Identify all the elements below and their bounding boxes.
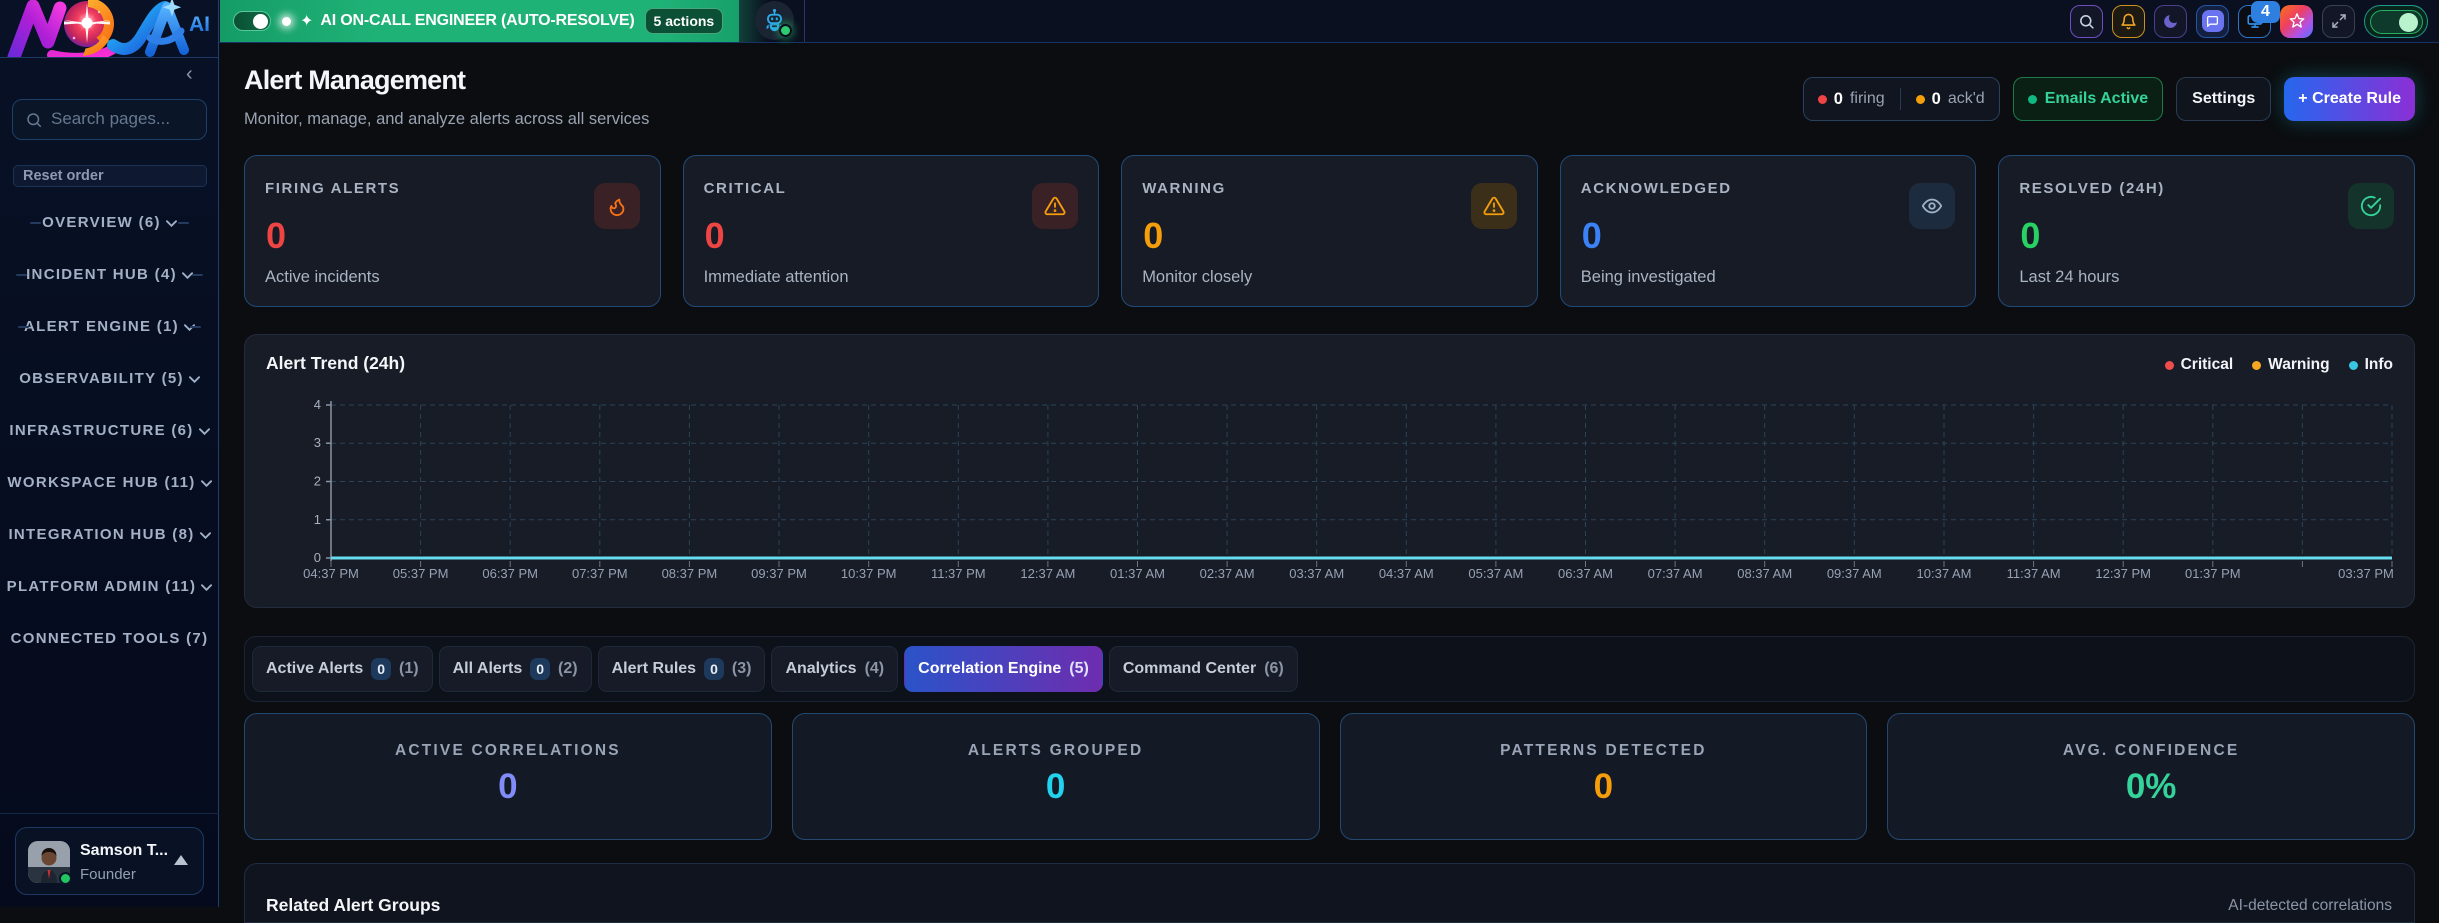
svg-text:06:37 PM: 06:37 PM — [482, 566, 538, 581]
svg-text:12:37 PM: 12:37 PM — [2095, 566, 2151, 581]
svg-text:08:37 AM: 08:37 AM — [1737, 566, 1792, 581]
svg-text:03:37 AM: 03:37 AM — [1289, 566, 1344, 581]
svg-text:09:37 AM: 09:37 AM — [1827, 566, 1882, 581]
svg-text:0: 0 — [314, 550, 321, 565]
svg-text:03:37 PM: 03:37 PM — [2338, 566, 2394, 581]
svg-text:02:37 AM: 02:37 AM — [1200, 566, 1255, 581]
svg-text:07:37 AM: 07:37 AM — [1648, 566, 1703, 581]
svg-text:08:37 PM: 08:37 PM — [662, 566, 718, 581]
svg-text:2: 2 — [314, 474, 321, 489]
svg-text:01:37 AM: 01:37 AM — [1110, 566, 1165, 581]
svg-text:11:37 AM: 11:37 AM — [2007, 566, 2061, 581]
svg-text:11:37 PM: 11:37 PM — [931, 566, 986, 581]
svg-text:06:37 AM: 06:37 AM — [1558, 566, 1613, 581]
svg-text:3: 3 — [314, 435, 321, 450]
svg-text:04:37 AM: 04:37 AM — [1379, 566, 1434, 581]
svg-text:4: 4 — [314, 397, 321, 412]
svg-text:AI: AI — [189, 13, 210, 36]
svg-text:12:37 AM: 12:37 AM — [1020, 566, 1075, 581]
svg-text:09:37 PM: 09:37 PM — [751, 566, 807, 581]
svg-text:1: 1 — [314, 512, 321, 527]
svg-text:07:37 PM: 07:37 PM — [572, 566, 628, 581]
svg-text:10:37 AM: 10:37 AM — [1917, 566, 1972, 581]
svg-text:04:37 PM: 04:37 PM — [303, 566, 359, 581]
svg-text:10:37 PM: 10:37 PM — [841, 566, 897, 581]
svg-text:01:37 PM: 01:37 PM — [2185, 566, 2241, 581]
svg-text:05:37 AM: 05:37 AM — [1468, 566, 1523, 581]
svg-text:05:37 PM: 05:37 PM — [393, 566, 449, 581]
